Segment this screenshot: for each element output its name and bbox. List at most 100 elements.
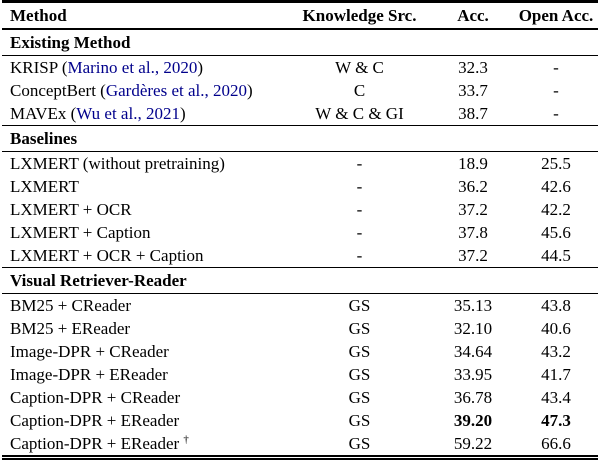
method-name: Caption-DPR + EReader bbox=[10, 434, 180, 453]
citation-link[interactable]: Marino et al., 2020 bbox=[67, 58, 198, 77]
table-header-row: Method Knowledge Src. Acc. Open Acc. bbox=[2, 3, 598, 30]
section-header-row: Visual Retriever-Reader bbox=[2, 267, 598, 294]
open-acc-cell: 45.6 bbox=[541, 223, 571, 242]
table-row: KRISP (Marino et al., 2020) W & C 32.3 - bbox=[2, 56, 598, 80]
method-cell: BM25 + CReader bbox=[2, 294, 287, 318]
knowledge-src-cell: GS bbox=[348, 434, 371, 453]
table-row: BM25 + EReader GS 32.10 40.6 bbox=[2, 317, 598, 340]
method-cell: Image-DPR + CReader bbox=[2, 340, 287, 363]
knowledge-src-cell: GS bbox=[348, 319, 371, 338]
table-row: ConceptBert (Gardères et al., 2020) C 33.7… bbox=[2, 79, 598, 102]
method-cell: LXMERT + OCR + Caption bbox=[2, 244, 287, 268]
open-acc-cell: 44.5 bbox=[541, 246, 571, 265]
section-title: Baselines bbox=[2, 125, 598, 152]
table-row: MAVEx (Wu et al., 2021) W & C & GI 38.7 - bbox=[2, 102, 598, 126]
citation-link[interactable]: Wu et al., 2021 bbox=[76, 104, 180, 123]
method-cell: LXMERT (without pretraining) bbox=[2, 152, 287, 176]
table-row: Caption-DPR + EReader † GS 59.22 66.6 bbox=[2, 432, 598, 455]
open-acc-cell: 47.3 bbox=[541, 411, 571, 430]
method-name: LXMERT + OCR bbox=[10, 200, 132, 219]
acc-cell: 32.10 bbox=[453, 319, 493, 338]
knowledge-src-cell: GS bbox=[348, 365, 371, 384]
open-acc-cell: - bbox=[553, 104, 559, 123]
method-cell: MAVEx (Wu et al., 2021) bbox=[10, 104, 186, 123]
table-body: Existing Method KRISP (Marino et al., 202… bbox=[2, 28, 598, 455]
table-row: BM25 + CReader GS 35.13 43.8 bbox=[2, 294, 598, 318]
acc-cell: 59.22 bbox=[453, 434, 493, 453]
results-table: Method Knowledge Src. Acc. Open Acc. Exi… bbox=[2, 3, 598, 455]
table-row: Caption-DPR + EReader GS 39.20 47.3 bbox=[2, 409, 598, 432]
table-row: LXMERT - 36.2 42.6 bbox=[2, 175, 598, 198]
open-acc-cell: 43.4 bbox=[541, 388, 571, 407]
table-row: LXMERT (without pretraining) - 18.9 25.5 bbox=[2, 152, 598, 176]
acc-cell: 33.95 bbox=[453, 365, 493, 384]
method-cell: KRISP (Marino et al., 2020) bbox=[10, 58, 203, 77]
knowledge-src-cell: GS bbox=[348, 342, 371, 361]
knowledge-src-cell: - bbox=[356, 154, 363, 173]
method-name: Caption-DPR + EReader bbox=[10, 411, 180, 430]
knowledge-src-cell: - bbox=[356, 200, 363, 219]
acc-cell: 36.78 bbox=[453, 388, 493, 407]
method-name: ConceptBert bbox=[10, 81, 96, 100]
method-name: Image-DPR + EReader bbox=[10, 365, 168, 384]
dagger-footnote-marker: † bbox=[183, 433, 189, 446]
method-cell: Caption-DPR + EReader bbox=[2, 409, 287, 432]
acc-cell: 34.64 bbox=[453, 342, 493, 361]
method-name: BM25 + CReader bbox=[10, 296, 132, 315]
method-name: LXMERT bbox=[10, 177, 79, 196]
open-acc-cell: - bbox=[553, 58, 559, 77]
open-acc-cell: 42.2 bbox=[541, 200, 571, 219]
knowledge-src-cell: GS bbox=[348, 296, 371, 315]
knowledge-src-cell: - bbox=[356, 177, 363, 196]
section-title: Visual Retriever-Reader bbox=[2, 267, 598, 294]
open-acc-cell: 42.6 bbox=[541, 177, 571, 196]
method-cell: LXMERT + Caption bbox=[2, 221, 287, 244]
section-title: Existing Method bbox=[2, 28, 598, 56]
acc-cell: 37.2 bbox=[458, 246, 488, 265]
method-name: Caption-DPR + CReader bbox=[10, 388, 181, 407]
table-row: LXMERT + OCR - 37.2 42.2 bbox=[2, 198, 598, 221]
acc-cell: 38.7 bbox=[458, 104, 488, 123]
open-acc-cell: 25.5 bbox=[541, 154, 571, 173]
acc-cell: 33.7 bbox=[458, 81, 488, 100]
method-name: Image-DPR + CReader bbox=[10, 342, 169, 361]
method-cell: Caption-DPR + EReader † bbox=[2, 432, 287, 455]
section-header-row: Baselines bbox=[2, 125, 598, 152]
knowledge-src-cell: W & C bbox=[335, 58, 384, 77]
method-name: MAVEx bbox=[10, 104, 67, 123]
knowledge-src-cell: C bbox=[353, 81, 366, 100]
table-row: LXMERT + OCR + Caption - 37.2 44.5 bbox=[2, 244, 598, 268]
method-cell: LXMERT + OCR bbox=[2, 198, 287, 221]
knowledge-src-cell: - bbox=[356, 223, 363, 242]
acc-cell: 37.2 bbox=[458, 200, 488, 219]
method-name: LXMERT + OCR + Caption bbox=[10, 246, 204, 265]
open-acc-cell: 41.7 bbox=[541, 365, 571, 384]
column-header-open-acc: Open Acc. bbox=[514, 3, 598, 30]
method-name: LXMERT (without pretraining) bbox=[10, 154, 225, 173]
column-header-acc: Acc. bbox=[432, 3, 514, 30]
knowledge-src-cell: GS bbox=[348, 411, 371, 430]
method-name: LXMERT + Caption bbox=[10, 223, 151, 242]
method-cell: BM25 + EReader bbox=[2, 317, 287, 340]
section-header-row: Existing Method bbox=[2, 28, 598, 56]
table-row: LXMERT + Caption - 37.8 45.6 bbox=[2, 221, 598, 244]
table-header: Method Knowledge Src. Acc. Open Acc. bbox=[2, 3, 598, 30]
method-cell: ConceptBert (Gardères et al., 2020) bbox=[10, 81, 253, 100]
citation-link[interactable]: Gardères et al., 2020 bbox=[105, 81, 247, 100]
method-name: KRISP bbox=[10, 58, 58, 77]
method-cell: Caption-DPR + CReader bbox=[2, 386, 287, 409]
open-acc-cell: 43.8 bbox=[541, 296, 571, 315]
column-header-method: Method bbox=[2, 3, 287, 30]
acc-cell: 39.20 bbox=[453, 411, 493, 430]
acc-cell: 18.9 bbox=[458, 154, 488, 173]
acc-cell: 32.3 bbox=[458, 58, 488, 77]
open-acc-cell: 43.2 bbox=[541, 342, 571, 361]
acc-cell: 36.2 bbox=[458, 177, 488, 196]
knowledge-src-cell: - bbox=[356, 246, 363, 265]
table-row: Image-DPR + CReader GS 34.64 43.2 bbox=[2, 340, 598, 363]
column-header-knowledge-src: Knowledge Src. bbox=[287, 3, 432, 30]
knowledge-src-cell: W & C & GI bbox=[315, 104, 404, 123]
open-acc-cell: - bbox=[553, 81, 559, 100]
method-name: BM25 + EReader bbox=[10, 319, 131, 338]
